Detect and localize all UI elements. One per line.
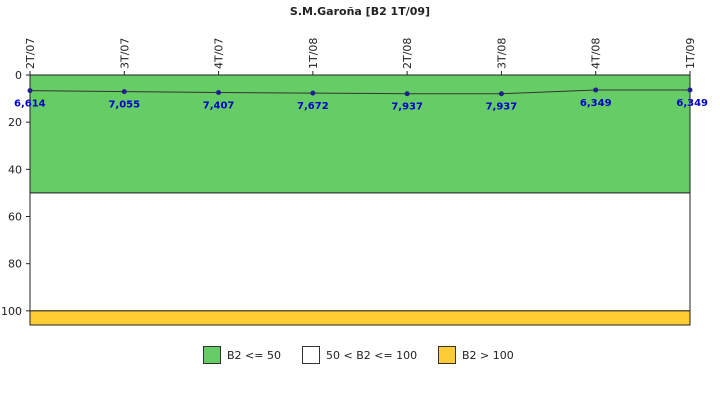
legend-label-band-2: B2 > 100 <box>462 348 514 362</box>
axes <box>29 74 690 325</box>
data-point-4 <box>404 91 410 97</box>
data-labels: 6,614 7,055 7,407 7,672 7,937 7,937 6,349 6,349 <box>14 98 708 113</box>
legend-swatch-white <box>302 346 320 364</box>
data-label-3: 7,672 <box>297 101 329 112</box>
data-point-2 <box>216 89 222 95</box>
y-tick-label-3: 60 <box>8 211 22 224</box>
band-0 <box>29 74 691 194</box>
data-label-7: 6,349 <box>676 98 708 109</box>
data-label-4: 7,937 <box>391 102 423 113</box>
y-tick-label-1: 20 <box>8 116 22 129</box>
series-line-0 <box>29 89 690 95</box>
x-tick-label-0: 2T/07 <box>24 38 37 69</box>
legend: B2 <= 50 50 < B2 <= 100 B2 > 100 <box>0 344 720 368</box>
chart-title: S.M.Garoña [B2 1T/09] <box>290 5 430 18</box>
data-point-7 <box>687 87 693 93</box>
data-series <box>27 87 693 97</box>
y-tick-label-0: 0 <box>15 69 22 82</box>
legend-swatch-yellow <box>438 346 456 364</box>
data-point-3 <box>310 90 316 96</box>
legend-item-band-1: 50 < B2 <= 100 <box>302 344 417 366</box>
legend-item-band-2: B2 > 100 <box>438 344 514 366</box>
band-2 <box>29 310 691 326</box>
data-label-5: 7,937 <box>486 102 518 113</box>
data-label-2: 7,407 <box>203 100 235 111</box>
data-label-6: 6,349 <box>580 98 612 109</box>
legend-item-band-0: B2 <= 50 <box>203 344 281 366</box>
x-tick-label-6: 4T/08 <box>590 38 603 69</box>
x-tick-label-2: 4T/07 <box>213 38 226 69</box>
data-point-5 <box>498 91 504 97</box>
legend-swatch-green <box>203 346 221 364</box>
legend-label-band-1: 50 < B2 <= 100 <box>326 348 418 362</box>
data-label-1: 7,055 <box>108 100 140 111</box>
x-tick-label-7: 1T/09 <box>684 38 697 69</box>
x-tick-label-4: 2T/08 <box>401 38 414 69</box>
data-point-0 <box>27 88 33 94</box>
axis-ticks: 0 20 40 60 80 100 2T/07 3T/07 4T/07 1T/08 2T/08 3T/… <box>1 38 697 318</box>
legend-label-band-0: B2 <= 50 <box>227 348 281 362</box>
band-1 <box>29 192 691 312</box>
data-label-0: 6,614 <box>14 99 46 110</box>
y-tick-label-5: 100 <box>1 305 22 318</box>
data-point-6 <box>593 87 599 93</box>
y-tick-label-2: 40 <box>8 163 22 176</box>
y-tick-label-4: 80 <box>8 258 22 271</box>
data-point-1 <box>121 89 127 95</box>
x-tick-label-5: 3T/08 <box>495 38 508 69</box>
x-tick-label-3: 1T/08 <box>307 38 320 69</box>
x-tick-label-1: 3T/07 <box>118 38 131 69</box>
threshold-bands <box>29 74 691 326</box>
